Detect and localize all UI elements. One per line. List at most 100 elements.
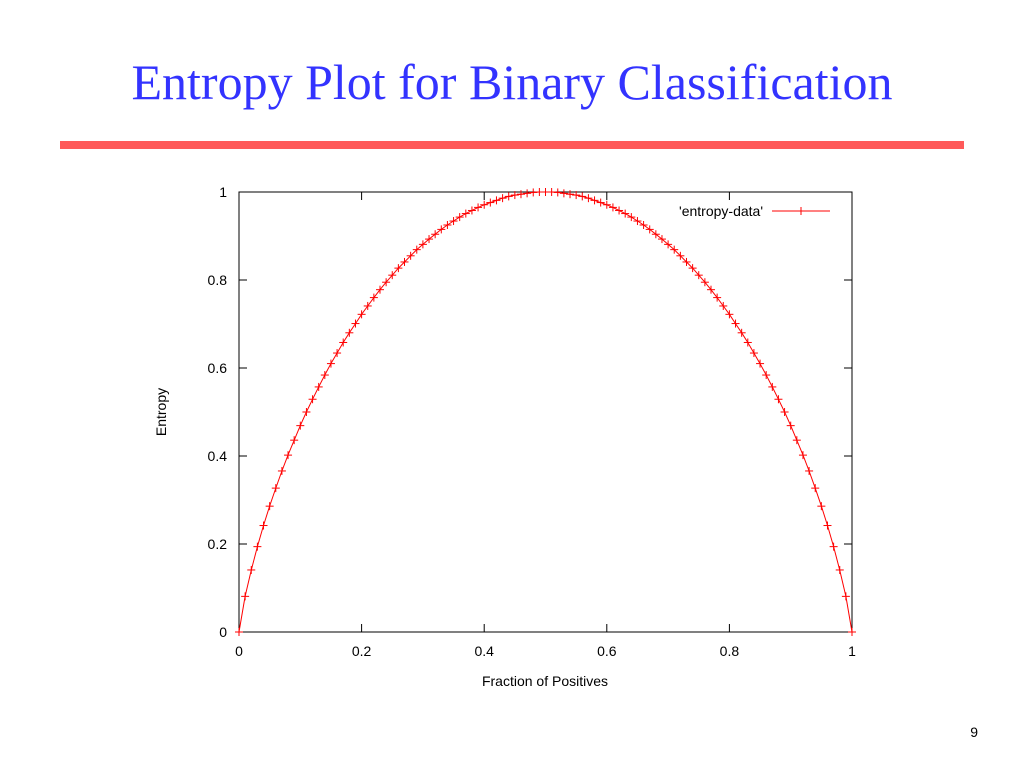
legend-marker xyxy=(797,207,805,215)
data-point xyxy=(731,319,740,328)
data-point xyxy=(425,235,434,244)
data-point xyxy=(400,257,409,266)
data-point xyxy=(602,200,611,209)
data-point xyxy=(627,213,636,222)
data-point xyxy=(615,206,624,215)
y-tick-label: 0.8 xyxy=(208,272,228,288)
data-point xyxy=(333,349,342,358)
data-point xyxy=(608,203,617,212)
data-point xyxy=(713,293,722,302)
x-tick-label: 0.6 xyxy=(597,643,617,659)
data-point xyxy=(756,359,765,368)
data-point xyxy=(412,245,421,254)
data-point xyxy=(510,191,519,200)
data-point xyxy=(351,319,360,328)
data-point xyxy=(290,436,299,445)
data-point xyxy=(786,421,795,430)
data-point xyxy=(265,502,274,511)
data-point xyxy=(688,264,697,273)
data-point xyxy=(302,408,311,416)
data-point xyxy=(241,592,250,601)
data-point xyxy=(768,382,777,391)
data-point xyxy=(523,189,532,198)
data-point xyxy=(498,194,507,203)
data-point xyxy=(596,198,605,207)
data-point xyxy=(418,240,427,249)
data-point xyxy=(320,371,329,380)
data-point xyxy=(774,395,783,404)
data-point xyxy=(431,230,440,239)
data-point xyxy=(474,203,483,212)
data-point xyxy=(406,251,415,260)
data-point xyxy=(829,542,838,551)
data-point xyxy=(284,451,293,460)
data-point xyxy=(719,301,728,310)
data-point xyxy=(572,191,581,200)
y-tick-label: 0 xyxy=(219,624,227,640)
data-point xyxy=(339,338,348,347)
data-point xyxy=(467,206,476,215)
data-point xyxy=(553,188,562,197)
data-point xyxy=(259,521,268,530)
data-point xyxy=(639,221,648,229)
data-point xyxy=(247,565,256,574)
data-point xyxy=(449,217,458,226)
legend-label: 'entropy-data' xyxy=(679,203,763,219)
data-point xyxy=(657,235,666,244)
data-point xyxy=(314,382,323,391)
data-point xyxy=(633,217,642,226)
data-point xyxy=(645,225,654,234)
data-point xyxy=(480,200,489,209)
data-point xyxy=(762,371,771,380)
x-axis-label: Fraction of Positives xyxy=(482,673,608,689)
data-point xyxy=(461,209,470,218)
data-point xyxy=(590,196,599,205)
data-point xyxy=(664,240,673,249)
data-point xyxy=(707,285,716,294)
data-point xyxy=(504,192,513,201)
data-point xyxy=(682,257,691,266)
data-point xyxy=(651,230,660,239)
data-point xyxy=(369,293,378,302)
page-number: 9 xyxy=(970,724,978,740)
data-point xyxy=(798,451,807,460)
data-point xyxy=(357,310,366,319)
data-point xyxy=(743,338,752,347)
data-point xyxy=(566,190,575,199)
data-point xyxy=(277,466,286,475)
y-tick-label: 0.2 xyxy=(208,536,228,552)
data-point xyxy=(848,628,856,636)
data-point xyxy=(805,466,814,475)
data-point xyxy=(584,194,593,203)
y-tick-label: 0.6 xyxy=(208,360,228,376)
plot-frame xyxy=(238,191,853,633)
x-tick-label: 1 xyxy=(848,643,856,659)
y-tick-label: 1 xyxy=(219,184,227,200)
data-point xyxy=(559,189,568,198)
data-point xyxy=(780,408,789,416)
data-point xyxy=(841,592,850,601)
data-point xyxy=(835,565,844,574)
slide-title: Entropy Plot for Binary Classification xyxy=(131,54,893,110)
x-tick-label: 0.2 xyxy=(352,643,372,659)
data-point xyxy=(700,278,709,287)
data-point xyxy=(792,436,801,445)
data-point xyxy=(394,264,403,273)
data-point xyxy=(578,192,587,201)
series-line xyxy=(238,191,853,633)
data-point xyxy=(817,502,826,511)
data-point xyxy=(271,484,280,493)
axis-ticks xyxy=(238,191,853,633)
data-point xyxy=(621,209,630,218)
data-point xyxy=(811,484,820,493)
data-point xyxy=(676,251,685,260)
y-tick-label: 0.4 xyxy=(208,448,228,464)
data-point xyxy=(443,221,452,229)
data-point xyxy=(375,285,384,294)
data-point xyxy=(516,190,525,199)
data-point xyxy=(749,349,758,358)
data-point xyxy=(486,198,495,207)
data-point xyxy=(235,628,243,636)
data-point xyxy=(492,196,501,205)
